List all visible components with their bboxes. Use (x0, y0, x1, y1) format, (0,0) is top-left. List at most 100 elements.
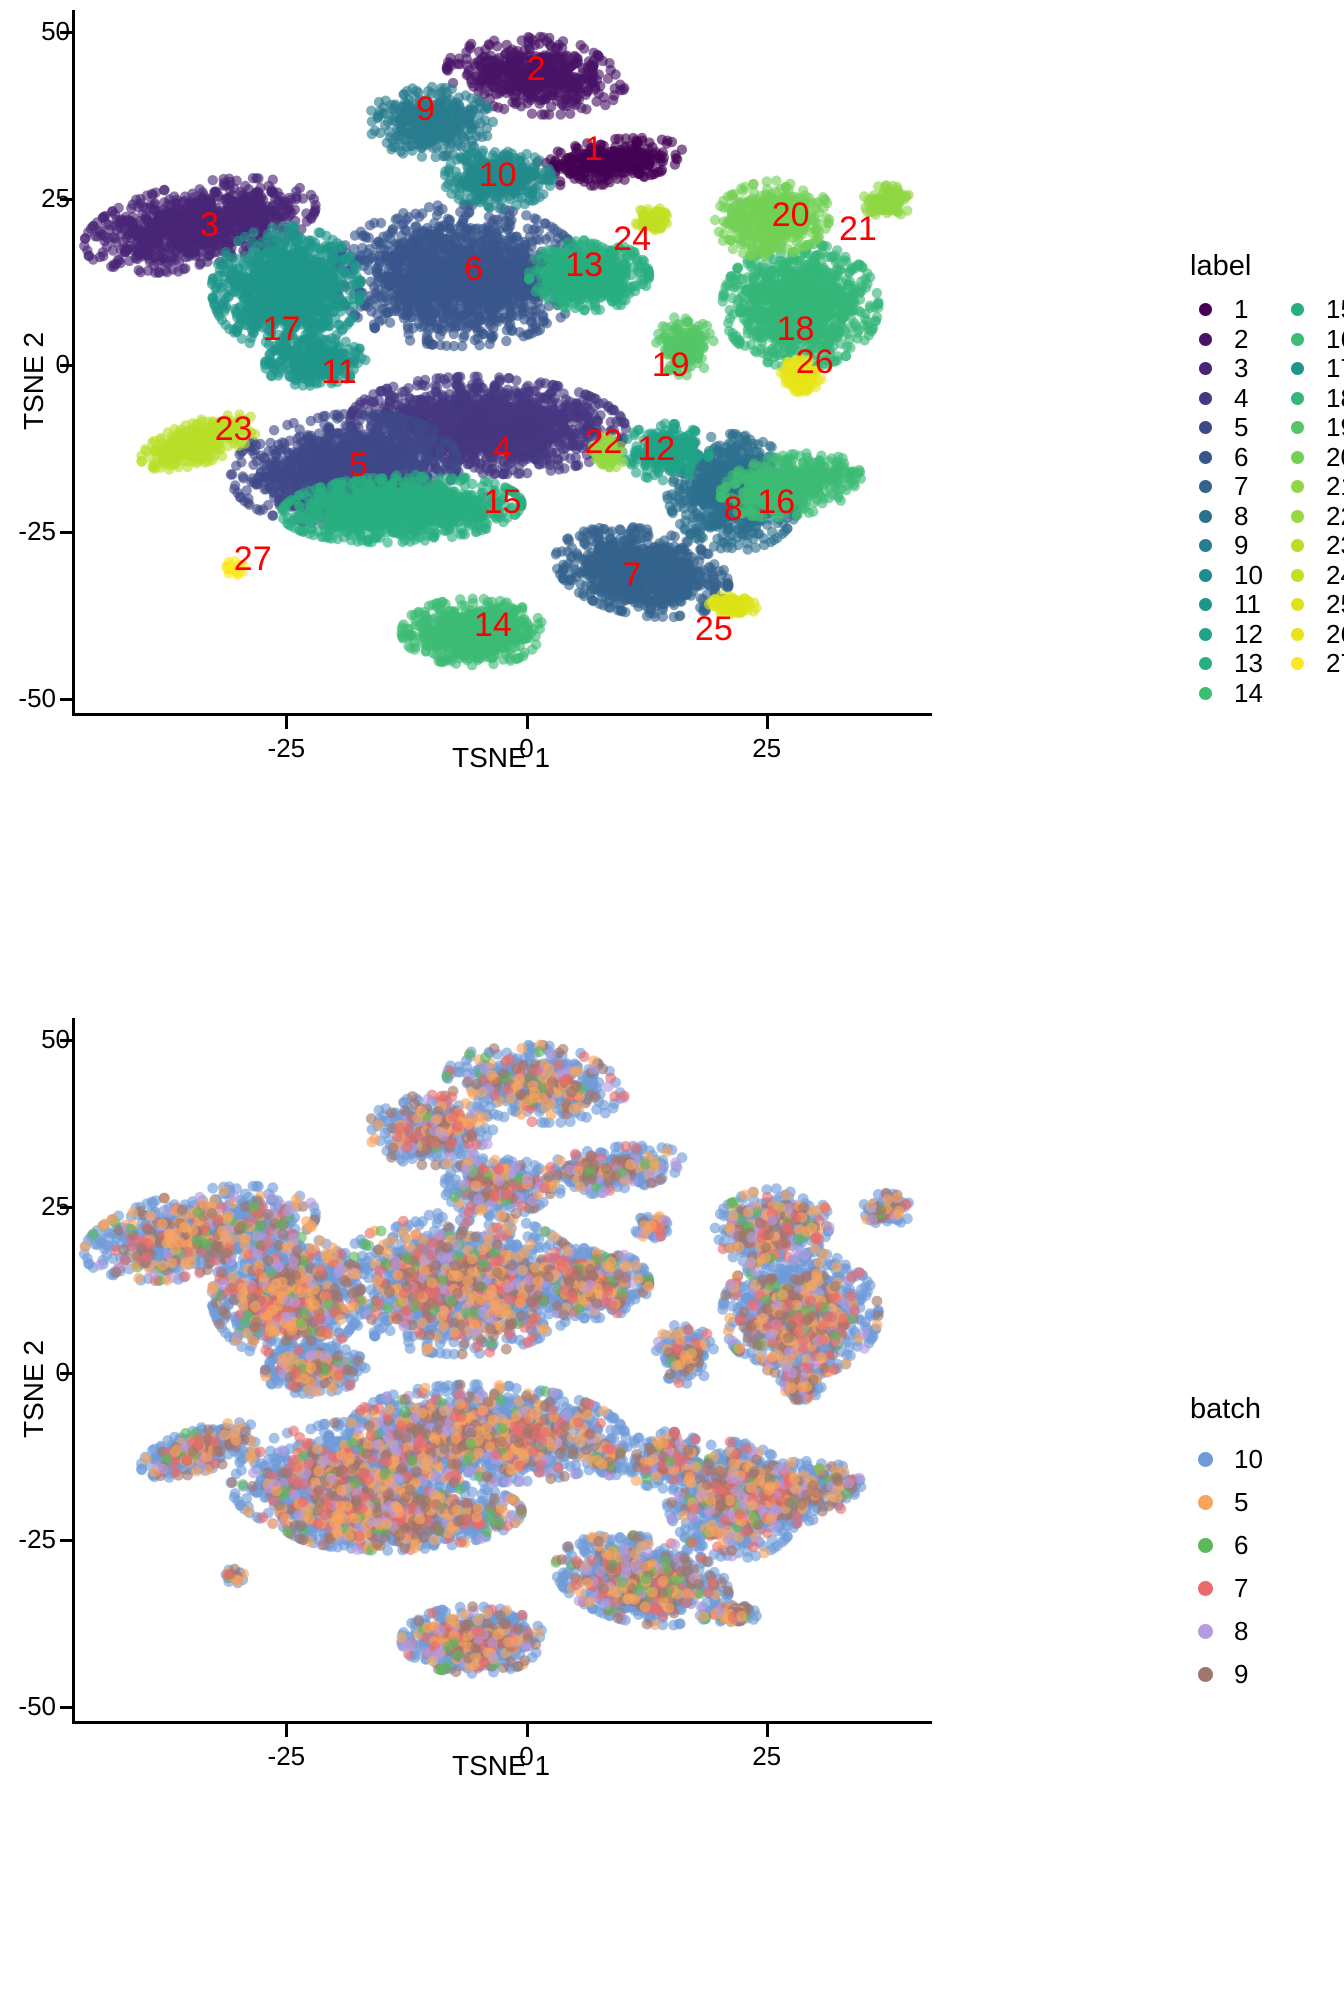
legend-label-text: 8 (1234, 1616, 1272, 1647)
cluster-label-2: 2 (527, 52, 546, 86)
legend-label-text: 17 (1326, 353, 1344, 384)
legend-label-text: 9 (1234, 1659, 1272, 1690)
legend-item-4[interactable]: 4 (1190, 383, 1272, 414)
legend-key-icon (1190, 679, 1220, 708)
legend-label-text: 21 (1326, 471, 1344, 502)
legend-dot-icon (1197, 1624, 1213, 1639)
legend-item-27[interactable]: 27 (1282, 648, 1344, 679)
cluster-label-25: 25 (695, 612, 733, 646)
legend-dot-icon (1290, 657, 1304, 671)
legend-item-21[interactable]: 21 (1282, 471, 1344, 502)
legend-item-13[interactable]: 13 (1190, 648, 1272, 679)
legend-item-6[interactable]: 6 (1190, 442, 1272, 473)
y-tick-mark (60, 1205, 74, 1209)
legend-key-icon (1282, 295, 1312, 324)
legend-item-5[interactable]: 5 (1190, 1481, 1272, 1524)
cluster-label-4: 4 (493, 432, 512, 466)
legend-key-icon (1282, 413, 1312, 442)
scatter-canvas-batch (78, 1039, 914, 1679)
y-tick-mark (60, 697, 74, 701)
legend-key-icon (1282, 649, 1312, 678)
y-axis-title-panel1: TSNE 2 (18, 332, 50, 430)
legend-item-2[interactable]: 2 (1190, 324, 1272, 355)
cluster-label-5: 5 (349, 448, 368, 482)
legend-item-7[interactable]: 7 (1190, 471, 1272, 502)
y-axis-title-panel2: TSNE 2 (18, 1340, 50, 1438)
legend-item-15[interactable]: 15 (1282, 294, 1344, 325)
legend-item-9[interactable]: 9 (1190, 1653, 1272, 1696)
legend-item-26[interactable]: 26 (1282, 619, 1344, 650)
legend-item-22[interactable]: 22 (1282, 501, 1344, 532)
cluster-label-22: 22 (584, 425, 622, 459)
x-tick-mark (765, 1723, 769, 1737)
legend-key-icon (1282, 502, 1312, 531)
legend-item-10[interactable]: 10 (1190, 560, 1272, 591)
legend-item-9[interactable]: 9 (1190, 530, 1272, 561)
legend-item-8[interactable]: 8 (1190, 1610, 1272, 1653)
legend-item-1[interactable]: 1 (1190, 294, 1272, 325)
legend-item-10[interactable]: 10 (1190, 1438, 1272, 1481)
legend-item-7[interactable]: 7 (1190, 1567, 1272, 1610)
cluster-label-13: 13 (565, 248, 603, 282)
legend-item-3[interactable]: 3 (1190, 353, 1272, 384)
legend-column: 1 2 3 4 5 6 7 8 9 10 11 12 13 14 (1190, 294, 1272, 709)
legend-dot-icon (1198, 509, 1212, 523)
legend-dot-icon (1198, 362, 1212, 376)
legend-label-text: 6 (1234, 1530, 1272, 1561)
cluster-label-11: 11 (322, 355, 357, 389)
legend-item-23[interactable]: 23 (1282, 530, 1344, 561)
legend-label: label 1234567891011121314151617181920212… (1190, 250, 1344, 708)
legend-item-17[interactable]: 17 (1282, 353, 1344, 384)
x-tick-mark (525, 715, 529, 729)
legend-item-14[interactable]: 14 (1190, 678, 1272, 709)
legend-dot-icon (1290, 421, 1304, 435)
legend-key-icon (1282, 531, 1312, 560)
cluster-label-21: 21 (839, 212, 877, 246)
legend-key-icon (1190, 472, 1220, 501)
y-axis-line (72, 10, 75, 715)
legend-item-25[interactable]: 25 (1282, 589, 1344, 620)
legend-dot-icon (1290, 450, 1304, 464)
x-axis-line-panel2 (72, 1721, 932, 1724)
cluster-label-19: 19 (652, 348, 690, 382)
legend-key-icon (1282, 620, 1312, 649)
legend-label-text: 6 (1234, 442, 1272, 473)
x-tick-label: 25 (727, 1741, 807, 1772)
y-tick-mark (60, 1039, 74, 1042)
legend-item-18[interactable]: 18 (1282, 383, 1344, 414)
y-tick-mark (60, 31, 74, 34)
legend-label-text: 22 (1326, 501, 1344, 532)
legend-key-icon (1190, 384, 1220, 413)
legend-item-16[interactable]: 16 (1282, 324, 1344, 355)
cluster-label-8: 8 (724, 492, 743, 526)
legend-item-12[interactable]: 12 (1190, 619, 1272, 650)
legend-dot-icon (1197, 1667, 1213, 1682)
y-tick-mark (60, 1705, 74, 1709)
legend-item-11[interactable]: 11 (1190, 589, 1272, 620)
legend-key-icon (1190, 1531, 1220, 1560)
legend-dot-icon (1197, 1538, 1213, 1553)
legend-key-icon (1190, 354, 1220, 383)
legend-dot-icon (1198, 657, 1212, 671)
legend-item-6[interactable]: 6 (1190, 1524, 1272, 1567)
legend-dot-icon (1290, 303, 1304, 317)
legend-label-text: 13 (1234, 648, 1272, 679)
legend-item-24[interactable]: 24 (1282, 560, 1344, 591)
y-tick-label: 0 (18, 349, 70, 380)
legend-item-20[interactable]: 20 (1282, 442, 1344, 473)
legend-item-5[interactable]: 5 (1190, 412, 1272, 443)
x-tick-mark (285, 1723, 289, 1737)
legend-dot-icon (1290, 568, 1304, 582)
x-tick-label: 25 (727, 733, 807, 764)
y-tick-mark (60, 197, 74, 201)
legend-dot-icon (1198, 598, 1212, 612)
x-axis-line (72, 713, 932, 716)
legend-label-text: 10 (1234, 1444, 1272, 1475)
legend-item-19[interactable]: 19 (1282, 412, 1344, 443)
legend-key-icon (1282, 590, 1312, 619)
y-axis-line-panel2 (72, 1018, 75, 1723)
legend-key-icon (1190, 325, 1220, 354)
legend-item-8[interactable]: 8 (1190, 501, 1272, 532)
legend-key-icon (1190, 413, 1220, 442)
